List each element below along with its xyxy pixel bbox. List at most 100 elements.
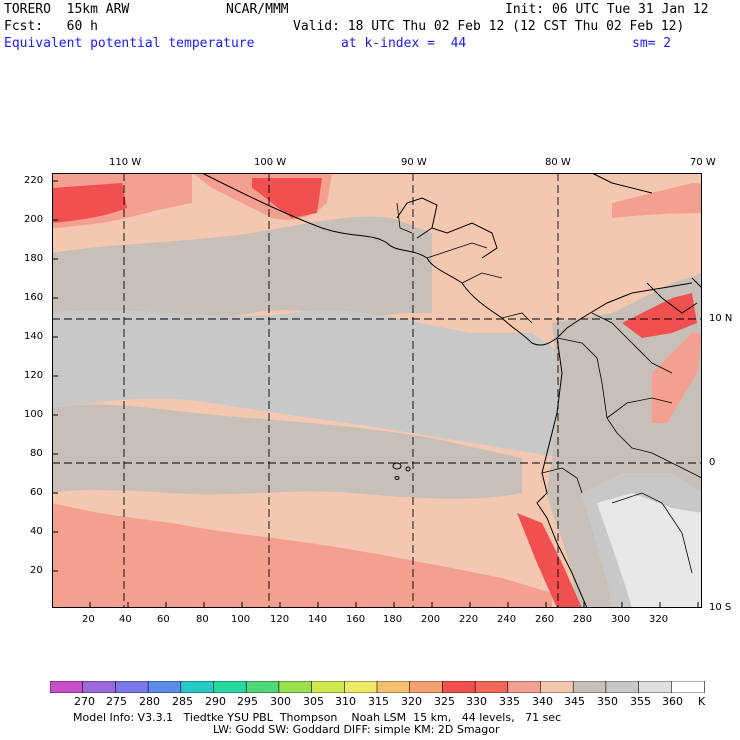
- colorbar-swatch: [245, 681, 280, 693]
- lat-label: 10 N: [709, 313, 733, 324]
- colorbar-label: 345: [564, 695, 585, 708]
- field-band-pink: [52, 503, 552, 608]
- y-tick-label: 40: [30, 526, 43, 537]
- colorbar-label: 270: [74, 695, 95, 708]
- x-tick-label: 120: [270, 614, 290, 625]
- x-tick-label: 20: [82, 614, 95, 625]
- colorbar-swatch: [50, 681, 84, 693]
- lon-label: 110 W: [109, 157, 142, 168]
- colorbar-label: 330: [466, 695, 487, 708]
- y-tick-label: 200: [24, 214, 44, 225]
- y-tick-label: 80: [30, 448, 43, 459]
- x-tick-label: 280: [573, 614, 593, 625]
- colorbar-swatch: [474, 681, 509, 693]
- frame-ticks: [52, 180, 699, 608]
- colorbar-swatch: [343, 681, 378, 693]
- x-tick-label: 240: [497, 614, 517, 625]
- colorbar-swatch: [180, 681, 215, 693]
- y-tick-label: 120: [24, 370, 44, 381]
- colorbar-label: 335: [499, 695, 520, 708]
- x-tick-label: 320: [649, 614, 669, 625]
- level-label: at k-index = 44: [341, 36, 467, 51]
- y-tick-label: 140: [24, 331, 44, 342]
- field-strip-ne: [392, 173, 702, 243]
- init-time: Init: 06 UTC Tue 31 Jan 12: [505, 2, 709, 17]
- colorbar-swatch: [147, 681, 182, 693]
- colorbar-label: 305: [303, 695, 324, 708]
- colorbar-label: 310: [335, 695, 356, 708]
- colorbar-label: 355: [630, 695, 651, 708]
- smoothing-label: sm= 2: [632, 36, 672, 51]
- lat-label: 10 S: [709, 602, 732, 613]
- field-hot-caribbean: [612, 183, 702, 218]
- x-tick-label: 160: [346, 614, 366, 625]
- y-tick-label: 220: [24, 175, 44, 186]
- physics-info: LW: Godd SW: Goddard DIFF: simple KM: 2D…: [213, 723, 500, 736]
- colorbar-swatch: [376, 681, 411, 693]
- model-info: Model Info: V3.3.1 Tiedtke YSU PBL Thomp…: [73, 711, 562, 724]
- colorbar-label: 295: [237, 695, 258, 708]
- country-borders: [396, 202, 702, 574]
- x-tick-label: 80: [196, 614, 209, 625]
- colorbar-swatch: [82, 681, 117, 693]
- colorbar-swatch: [670, 681, 705, 693]
- x-tick-label: 140: [308, 614, 328, 625]
- colorbar-swatch: [213, 681, 248, 693]
- field-hot-nw-core: [52, 183, 127, 223]
- theta-e-map: [52, 173, 702, 608]
- field-land-white: [597, 493, 702, 608]
- colorbar-swatch: [638, 681, 673, 693]
- colorbar-swatch: [278, 681, 313, 693]
- x-tick-label: 100: [231, 614, 251, 625]
- colorbar-label: 315: [368, 695, 389, 708]
- x-tick-label: 200: [421, 614, 441, 625]
- colorbar-label: 360: [662, 695, 683, 708]
- colorbar-swatch: [409, 681, 444, 693]
- colorbar-swatch: [572, 681, 607, 693]
- model-title: TORERO 15km ARW: [4, 2, 130, 17]
- x-tick-label: 40: [119, 614, 132, 625]
- y-tick-label: 100: [24, 409, 44, 420]
- colorbar-label: 325: [434, 695, 455, 708]
- y-tick-label: 180: [24, 253, 44, 264]
- field-hot-mexico-core: [252, 178, 322, 218]
- colorbar-label: 340: [532, 695, 553, 708]
- colorbar-label: 275: [106, 695, 127, 708]
- colorbar-swatch: [540, 681, 575, 693]
- colorbar-unit: K: [698, 695, 706, 708]
- y-tick-label: 60: [30, 487, 43, 498]
- lon-label: 80 W: [545, 157, 571, 168]
- lon-label: 70 W: [690, 157, 716, 168]
- colorbar-swatch: [605, 681, 640, 693]
- y-tick-label: 20: [30, 565, 43, 576]
- coastlines: [201, 173, 702, 608]
- graticule: [52, 173, 702, 608]
- colorbar-swatch: [311, 681, 346, 693]
- colorbar-label: 350: [597, 695, 618, 708]
- field-band-grey: [52, 216, 432, 318]
- colorbar-label: 280: [139, 695, 160, 708]
- lon-label: 90 W: [401, 157, 427, 168]
- field-hot-venezuela: [652, 333, 702, 423]
- colorbar-label: 300: [270, 695, 291, 708]
- x-tick-label: 300: [611, 614, 631, 625]
- colorbar-label: 290: [205, 695, 226, 708]
- valid-time: Valid: 18 UTC Thu 02 Feb 12 (12 CST Thu …: [293, 19, 685, 34]
- map-frame: [52, 173, 702, 608]
- colorbar-swatch: [507, 681, 542, 693]
- colorbar-label: 320: [401, 695, 422, 708]
- field-band-lightgrey: [52, 310, 652, 463]
- lat-label: 0: [709, 457, 716, 468]
- colorbar: [50, 681, 705, 693]
- colorbar-label: 285: [172, 695, 193, 708]
- x-tick-label: 60: [157, 614, 170, 625]
- field-band-grey2: [52, 404, 522, 499]
- lon-label: 100 W: [254, 157, 287, 168]
- colorbar-swatch: [115, 681, 149, 693]
- center-label: NCAR/MMM: [226, 2, 289, 17]
- forecast-hour: Fcst: 60 h: [4, 19, 98, 34]
- field-hot-colombia: [622, 293, 697, 338]
- field-hot-peru: [517, 513, 582, 608]
- colorbar-swatch: [442, 681, 476, 693]
- x-tick-label: 260: [535, 614, 555, 625]
